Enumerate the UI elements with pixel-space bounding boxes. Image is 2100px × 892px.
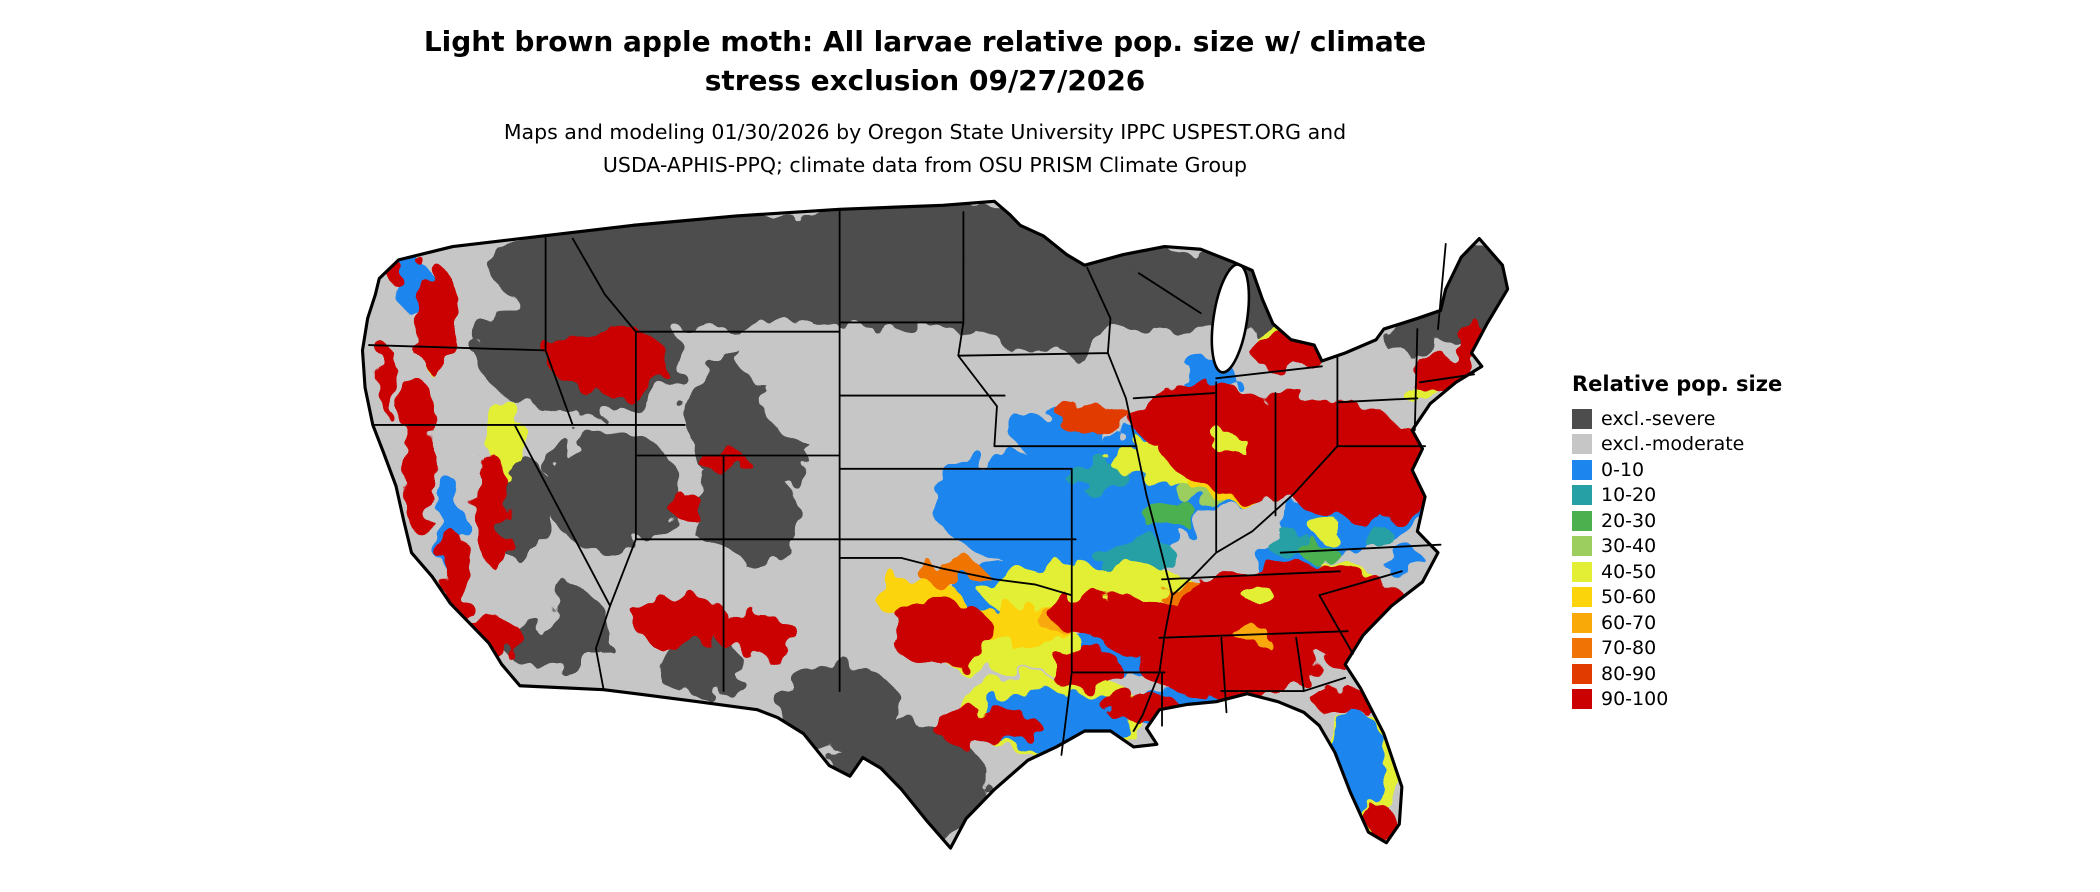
legend-swatch-20-30 [1572, 510, 1592, 531]
legend: Relative pop. size excl.-severe excl.-mo… [1572, 372, 1782, 712]
legend-swatch-70-80 [1572, 638, 1592, 659]
legend-swatch-40-50 [1572, 561, 1592, 582]
legend-label: 40-50 [1601, 560, 1657, 583]
legend-swatch-0-10 [1572, 459, 1592, 480]
legend-label: excl.-moderate [1601, 433, 1745, 456]
legend-label: 70-80 [1601, 637, 1657, 660]
legend-label: 0-10 [1601, 458, 1645, 481]
legend-row: 40-50 [1572, 559, 1782, 585]
legend-swatch-50-60 [1572, 587, 1592, 608]
map-title-line2: stress exclusion 09/27/2026 [704, 64, 1146, 97]
legend-row: 60-70 [1572, 610, 1782, 636]
map-title-line1: Light brown apple moth: All larvae relat… [423, 25, 1427, 58]
legend-label: 20-30 [1601, 509, 1657, 532]
legend-swatch-80-90 [1572, 663, 1592, 684]
legend-label: 50-60 [1601, 586, 1657, 609]
map-subtitle-line2: USDA-APHIS-PPQ; climate data from OSU PR… [602, 153, 1248, 177]
map-subtitle: Maps and modeling 01/30/2026 by Oregon S… [320, 116, 1530, 182]
map-subtitle-line1: Maps and modeling 01/30/2026 by Oregon S… [503, 120, 1347, 144]
legend-swatch-10-20 [1572, 485, 1592, 506]
legend-swatch-30-40 [1572, 536, 1592, 557]
state-borders [368, 208, 1476, 756]
legend-row: 70-80 [1572, 636, 1782, 662]
legend-row: 90-100 [1572, 687, 1782, 713]
legend-row: 0-10 [1572, 457, 1782, 483]
us-map [298, 196, 1536, 888]
legend-label: 10-20 [1601, 484, 1657, 507]
legend-label: 90-100 [1601, 688, 1669, 711]
raster-blobs [379, 201, 1508, 849]
legend-swatch-90-100 [1572, 689, 1592, 710]
raster-layer [362, 201, 1508, 849]
legend-title: Relative pop. size [1572, 372, 1783, 396]
legend-row: 50-60 [1572, 585, 1782, 611]
us-map-svg [360, 199, 1510, 850]
legend-swatch-excl-severe [1572, 408, 1592, 429]
legend-label: 80-90 [1601, 662, 1657, 685]
legend-row: 30-40 [1572, 534, 1782, 560]
us-outline [360, 199, 1510, 850]
legend-row: excl.-severe [1572, 406, 1782, 432]
legend-swatch-excl-moderate [1572, 434, 1592, 455]
legend-row: 10-20 [1572, 483, 1782, 509]
legend-label: excl.-severe [1601, 407, 1716, 430]
legend-label: 30-40 [1601, 535, 1657, 558]
legend-swatch-60-70 [1572, 612, 1592, 633]
legend-label: 60-70 [1601, 611, 1657, 634]
figure-header: Light brown apple moth: All larvae relat… [320, 22, 1530, 182]
legend-row: 20-30 [1572, 508, 1782, 534]
legend-row: 80-90 [1572, 661, 1782, 687]
legend-row: excl.-moderate [1572, 432, 1782, 458]
